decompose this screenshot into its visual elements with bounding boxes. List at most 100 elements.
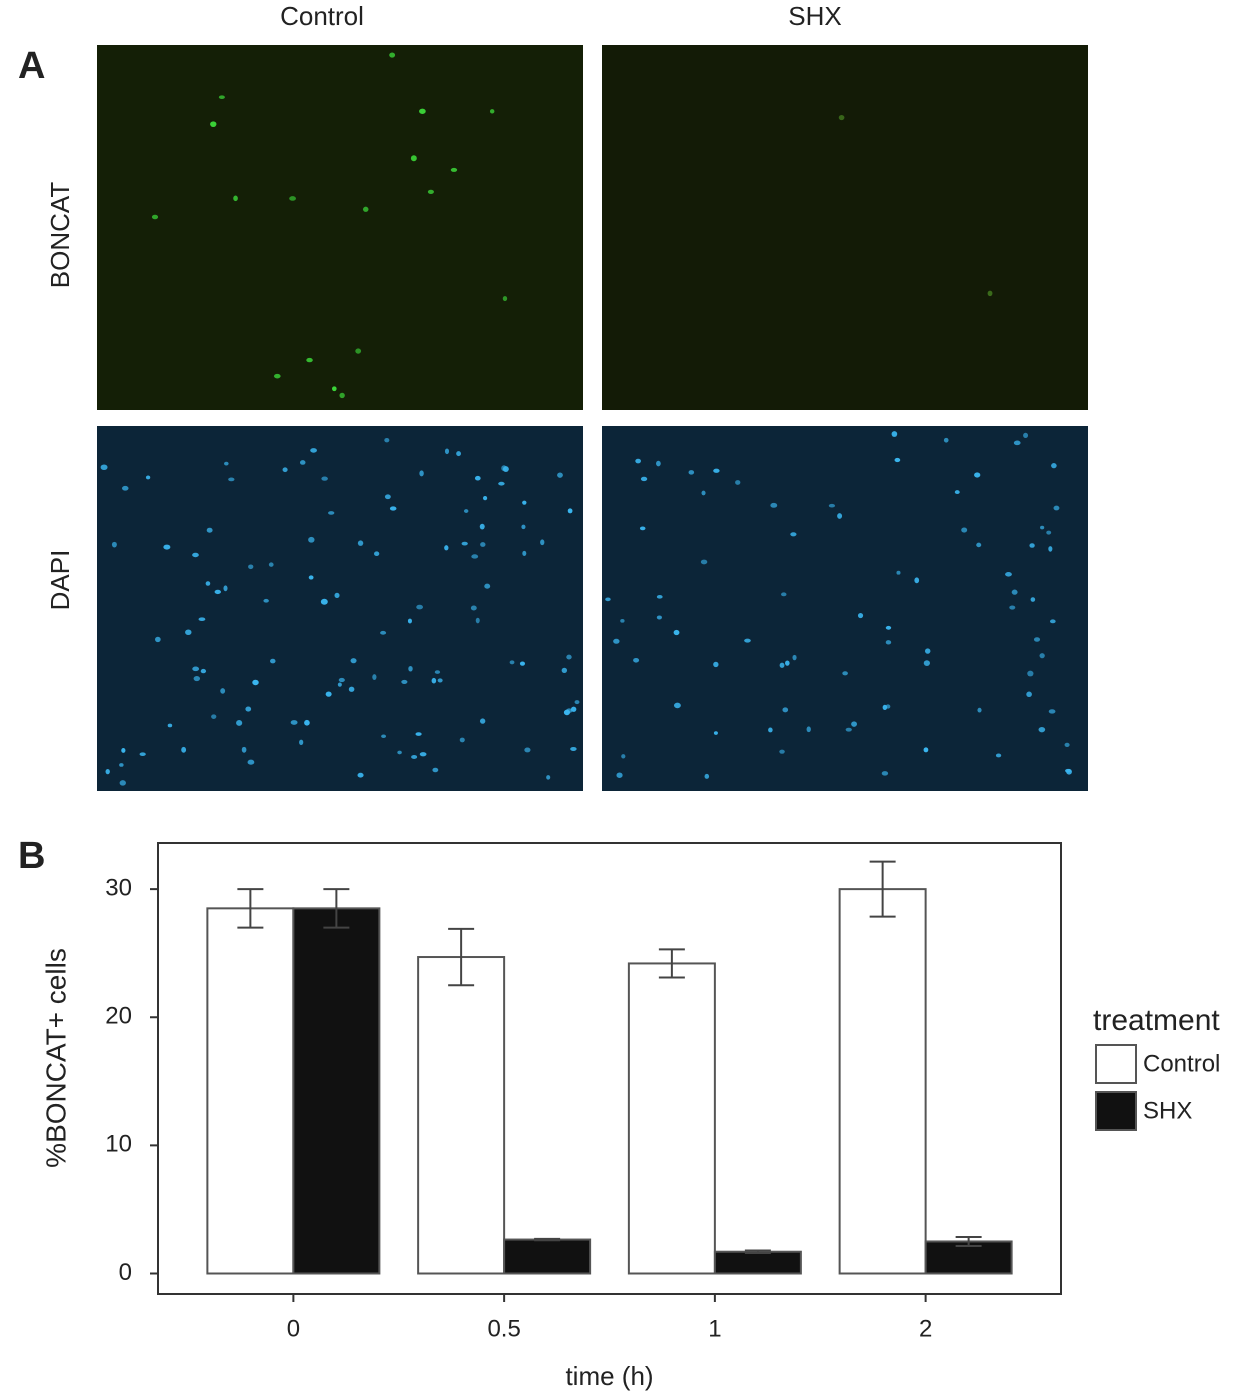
cell-spot [308,575,314,580]
cell-spot [408,666,413,672]
cell-spot [163,544,171,550]
cell-spot [145,475,151,480]
cell-spot [350,658,357,664]
y-axis-title: %BONCAT+ cells [40,948,71,1168]
cell-spot [1030,597,1036,602]
cell-spot [407,618,412,624]
cell-spot [713,661,719,668]
cell-spot [851,721,857,727]
x-tick-label: 0 [287,1315,300,1342]
cell-spot [155,636,161,643]
cell-spot [656,460,661,467]
x-axis-title: time (h) [565,1361,653,1391]
cell-spot [842,671,848,676]
cell-spot [479,523,485,530]
cell-spot [557,472,563,478]
cell-spot [605,597,611,602]
y-tick-label: 0 [119,1259,132,1286]
cell-spot [411,755,418,759]
cell-spot [987,290,993,297]
cell-spot [328,511,335,515]
bar [417,956,506,1275]
cell-spot [321,476,328,481]
cell-spot [480,542,486,547]
cell-spot [782,707,789,713]
cell-spot [673,629,680,636]
panel-label: A [18,45,45,87]
cell-spot [1048,546,1053,552]
cell-spot [567,508,573,514]
cell-spot [1026,691,1032,698]
cell-spot [306,357,313,363]
legend-label: Control [1143,1050,1220,1077]
cell-spot [270,658,276,664]
cell-spot [896,570,901,575]
bar [924,1240,1013,1275]
cell-spot [845,727,852,732]
cell-spot [111,541,117,548]
cell-spot [397,750,402,755]
cell-spot [181,746,187,753]
cell-spot [781,592,787,597]
cell-spot [389,506,397,511]
cell-spot [1009,605,1016,610]
cell-spot [444,448,450,455]
cell-spot [1023,432,1029,438]
cell-spot [167,723,173,728]
cell-spot [119,763,124,767]
cell-spot [372,674,377,680]
cell-spot [894,457,901,463]
cell-spot [205,581,211,586]
cell-spot [210,121,217,128]
cell-spot [389,52,396,58]
cell-spot [355,348,362,354]
cell-spot [437,678,443,683]
cell-spot [252,679,259,686]
cell-spot [489,109,495,114]
cell-spot [1013,440,1021,446]
cell-spot [1046,530,1052,535]
cell-spot [410,155,417,162]
micrograph [97,45,583,410]
y-tick-label: 20 [105,1003,132,1030]
cell-spot [713,731,718,735]
cell-spot [621,754,626,759]
cell-spot [961,527,968,533]
cell-spot [779,662,785,668]
bar [713,1250,802,1275]
cell-spot [502,466,509,472]
cell-spot [768,727,773,733]
cell-spot [1064,742,1070,747]
cell-spot [923,747,929,753]
cell-spot [450,167,458,172]
x-tick-label: 2 [919,1315,932,1342]
cell-spot [139,752,146,756]
cell-spot [419,470,424,477]
cell-spot [857,612,864,619]
cell-spot [200,668,207,674]
cell-spot [248,564,254,570]
cell-spot [431,677,437,684]
cell-spot [325,691,332,697]
legend-key [1095,1091,1137,1131]
cell-spot [995,753,1002,758]
legend-label: SHX [1143,1097,1192,1124]
cell-spot [885,625,892,630]
cell-spot [206,527,213,533]
cell-spot [521,524,526,530]
cell-spot [570,746,577,751]
cell-spot [656,615,662,620]
cell-spot [806,726,811,733]
cell-spot [419,752,427,757]
cell-spot [416,604,423,610]
cell-spot [1053,505,1060,511]
cell-spot [332,386,337,392]
cell-spot [735,480,741,485]
cell-spot [566,708,573,713]
cell-spot [540,539,545,546]
cell-spot [357,540,364,546]
cell-spot [885,704,891,709]
cell-spot [479,718,486,724]
cell-spot [633,657,640,663]
